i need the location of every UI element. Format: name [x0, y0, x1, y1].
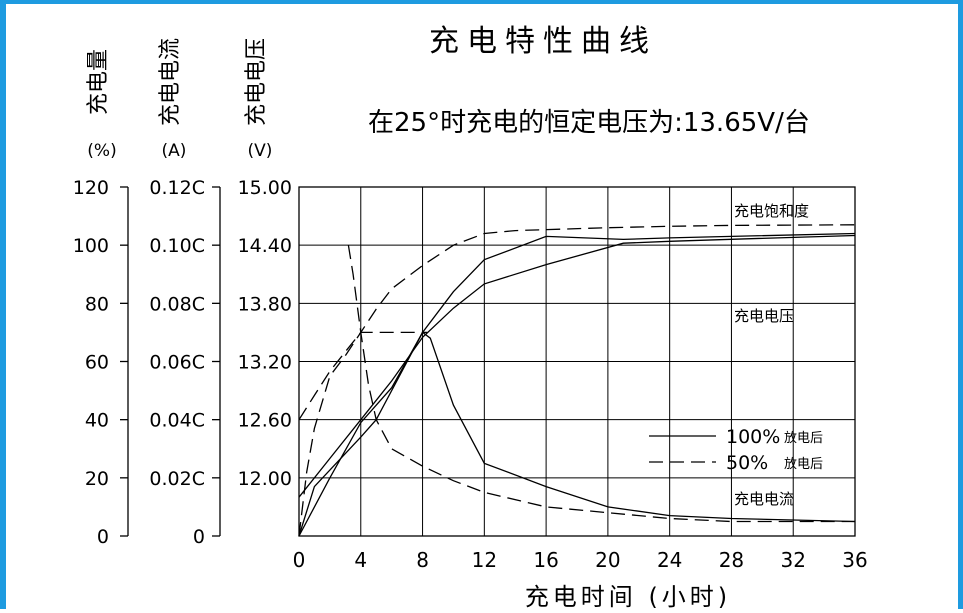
- y-tick-label: 100: [73, 235, 109, 257]
- x-tick-label: 16: [533, 548, 558, 572]
- x-tick-label: 28: [719, 548, 744, 572]
- y-tick-label: 20: [85, 468, 109, 490]
- series-line: [298, 331, 428, 421]
- y-tick-label: 0.10C: [149, 235, 205, 257]
- x-tick-label: 20: [595, 548, 620, 572]
- x-tick-label: 32: [780, 548, 805, 572]
- x-tick-label: 12: [472, 548, 497, 572]
- x-tick-label: 8: [416, 548, 429, 572]
- y-tick-label: 80: [85, 293, 109, 315]
- x-tick-label: 24: [657, 548, 682, 572]
- series-line: [298, 232, 856, 537]
- y-tick-label: 0.12C: [149, 177, 205, 199]
- y-tick-label: 60: [85, 352, 109, 374]
- legend-sublabel: 放电后: [784, 431, 823, 446]
- chart-title: 充电特性曲线: [429, 24, 657, 59]
- x-tick-label: 4: [354, 548, 367, 572]
- y-tick-label: 0: [193, 526, 205, 548]
- legend-label: 100%: [726, 426, 780, 448]
- series-line: [298, 224, 856, 537]
- x-axis-title: 充电时间 (小时): [525, 583, 731, 611]
- y-tick-label: 12.00: [238, 468, 292, 490]
- curve-label: 充电电流: [734, 490, 794, 508]
- series-line: [298, 331, 856, 537]
- legend-label: 50%: [726, 452, 768, 474]
- series-line: [347, 245, 855, 523]
- y-axis-title: 充电量: [86, 49, 111, 115]
- y-tick-label: 14.40: [238, 235, 292, 257]
- y-tick-label: 0: [97, 526, 109, 548]
- y-tick-label: 40: [85, 410, 109, 432]
- series-line: [298, 234, 856, 498]
- y-tick-label: 13.80: [238, 293, 292, 315]
- y-axis-unit: (%): [87, 141, 116, 161]
- y-axis-title: 充电电压: [244, 38, 269, 126]
- x-tick-label: 0: [293, 548, 306, 572]
- curve-label: 充电饱和度: [734, 202, 809, 220]
- y-tick-label: 120: [73, 177, 109, 199]
- y-axis-unit: (A): [162, 141, 187, 161]
- y-tick-label: 15.00: [238, 177, 292, 199]
- y-axis-title: 充电电流: [158, 38, 183, 126]
- y-tick-label: 13.20: [238, 352, 292, 374]
- curve-label: 充电电压: [734, 307, 794, 325]
- charging-characteristics-chart: 充电特性曲线 在25°时充电的恒定电压为:13.65V/台 充电时间 (小时) …: [73, 24, 868, 611]
- x-tick-label: 36: [842, 548, 867, 572]
- y-tick-label: 0.04C: [149, 410, 205, 432]
- y-tick-label: 0.06C: [149, 352, 205, 374]
- chart-subtitle: 在25°时充电的恒定电压为:13.65V/台: [368, 108, 810, 138]
- legend-sublabel: 放电后: [784, 457, 823, 472]
- y-tick-label: 0.02C: [149, 468, 205, 490]
- y-axis-unit: (V): [248, 141, 273, 161]
- y-tick-label: 12.60: [238, 410, 292, 432]
- y-tick-label: 0.08C: [149, 293, 205, 315]
